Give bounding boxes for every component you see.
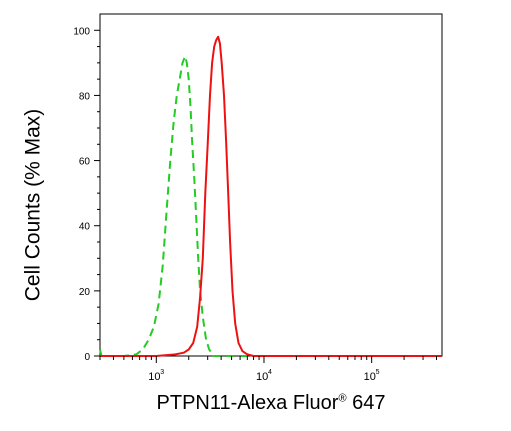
y-tick-label: 40	[79, 222, 91, 233]
y-tick-label: 100	[73, 26, 90, 37]
x-tick-exponent: 5	[376, 369, 380, 376]
y-tick-label: 60	[79, 157, 91, 168]
x-tick-exponent: 3	[160, 369, 164, 376]
x-tick-exponent: 4	[268, 369, 272, 376]
registered-mark: ®	[338, 392, 347, 405]
y-tick-label: 20	[79, 287, 91, 298]
x-axis-title-text: PTPN11-Alexa Fluor	[156, 392, 339, 414]
x-tick-label: 10	[364, 371, 376, 383]
x-tick-label: 10	[256, 371, 268, 383]
series-solid-curve	[100, 35, 442, 357]
x-axis-title-suffix: 647	[346, 392, 386, 414]
x-tick-label: 10	[148, 371, 160, 383]
plot-area	[99, 13, 443, 357]
y-axis-title-text: Cell Counts (% Max)	[21, 108, 44, 302]
x-axis-title: PTPN11-Alexa Fluor® 647	[100, 392, 442, 415]
y-axis-title: Cell Counts (% Max)	[8, 40, 58, 370]
y-tick-label: 80	[79, 91, 91, 102]
y-tick-label: 0	[84, 352, 90, 363]
curves-layer	[99, 35, 442, 357]
series-dashed-curve	[99, 55, 442, 357]
